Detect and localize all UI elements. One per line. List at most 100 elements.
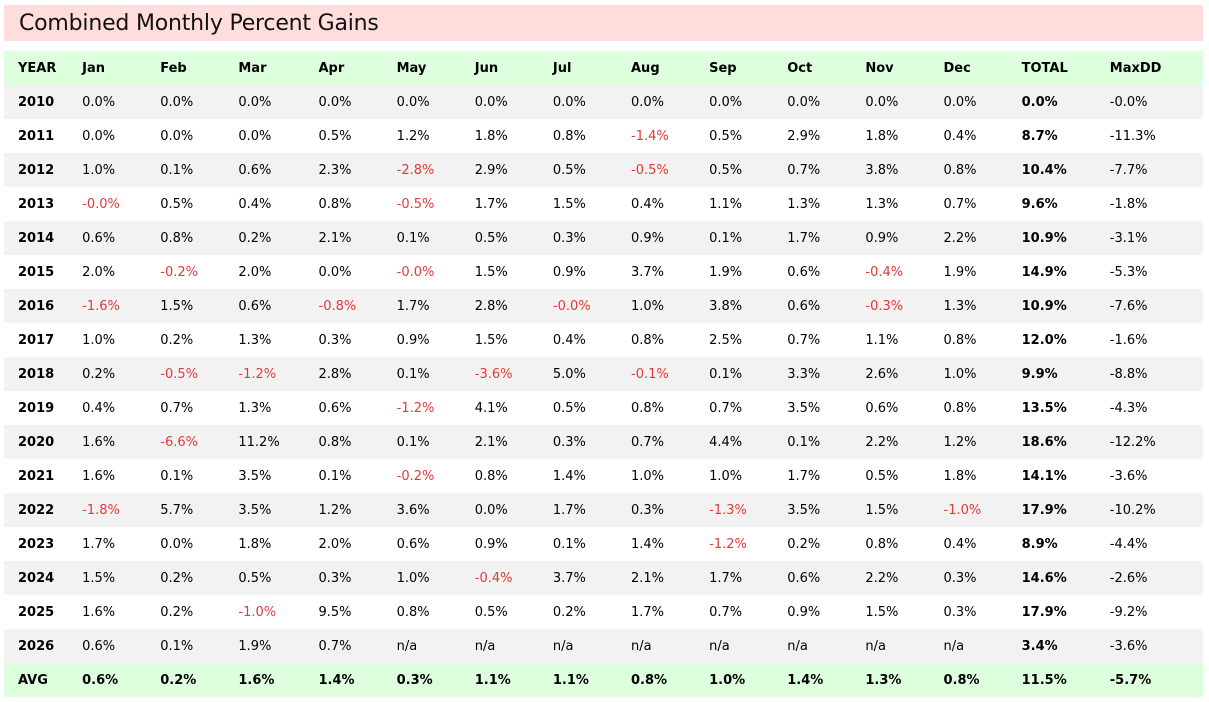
month-cell-jul: 0.5% [552,153,631,187]
month-cell-may: 0.1% [396,425,475,459]
column-header-jul: Jul [552,51,631,85]
monthly-gains-table: YEAR Jan Feb Mar Apr May Jun Jul Aug Sep Oct Nov Dec… [4,51,1203,697]
month-cell-oct: n/a [787,629,866,663]
month-cell-aug: 0.8% [631,323,710,357]
maxdd-cell: -7.7% [1109,153,1203,187]
month-cell-dec: 0.7% [943,187,1022,221]
maxdd-cell: -4.4% [1109,527,1203,561]
month-cell-dec: 0.8% [943,323,1022,357]
month-cell-oct: 0.6% [787,255,866,289]
month-cell-mar: -1.2% [238,357,319,391]
month-cell-feb: 0.8% [160,221,239,255]
month-cell-aug: 0.4% [631,187,710,221]
row-label-cell: 2022 [4,493,83,527]
month-cell-oct: 0.7% [787,153,866,187]
month-cell-jan: -1.6% [82,289,161,323]
month-cell-mar: 2.0% [238,255,319,289]
month-cell-may: 0.9% [396,323,475,357]
table-row-2011: 2011 0.0% 0.0% 0.0% 0.5% 1.2% 1.8% 0.8% -1.4% 0.5… [4,119,1203,153]
month-cell-jan: 0.6% [82,221,161,255]
month-cell-oct: 0.7% [787,323,866,357]
month-cell-apr: 0.0% [318,85,397,119]
month-cell-oct: 1.7% [787,459,866,493]
month-cell-aug: 2.1% [631,561,710,595]
column-header-oct: Oct [787,51,866,85]
month-cell-apr: 0.0% [318,255,397,289]
total-cell: 11.5% [1021,663,1110,697]
month-cell-may: -2.8% [396,153,475,187]
table-row-2012: 2012 1.0% 0.1% 0.6% 2.3% -2.8% 2.9% 0.5% -0.5% 0.… [4,153,1203,187]
column-header-mar: Mar [238,51,319,85]
month-cell-aug: 0.0% [631,85,710,119]
month-cell-dec: 0.4% [943,527,1022,561]
maxdd-cell: -3.6% [1109,459,1203,493]
total-cell: 13.5% [1021,391,1110,425]
month-cell-jan: 0.4% [82,391,161,425]
month-cell-mar: 1.8% [238,527,319,561]
month-cell-jun: 0.8% [474,459,553,493]
maxdd-cell: -1.8% [1109,187,1203,221]
month-cell-apr: 1.4% [318,663,397,697]
month-cell-apr: 0.8% [318,187,397,221]
month-cell-mar: 1.9% [238,629,319,663]
month-cell-dec: 0.4% [943,119,1022,153]
month-cell-oct: 2.9% [787,119,866,153]
total-cell: 17.9% [1021,493,1110,527]
total-cell: 14.6% [1021,561,1110,595]
month-cell-nov: 0.9% [865,221,944,255]
table-row-2017: 2017 1.0% 0.2% 1.3% 0.3% 0.9% 1.5% 0.4% 0.8% 2.5%… [4,323,1203,357]
month-cell-mar: 1.6% [238,663,319,697]
month-cell-sep: 3.8% [709,289,788,323]
month-cell-may: -0.2% [396,459,475,493]
table-row-2013: 2013 -0.0% 0.5% 0.4% 0.8% -0.5% 1.7% 1.5% 0.4% 1.… [4,187,1203,221]
table-header-row: YEAR Jan Feb Mar Apr May Jun Jul Aug Sep Oct Nov Dec… [4,51,1203,85]
month-cell-nov: 2.2% [865,425,944,459]
month-cell-feb: 0.0% [160,119,239,153]
month-cell-sep: 0.1% [709,221,788,255]
month-cell-mar: 0.2% [238,221,319,255]
table-row-2023: 2023 1.7% 0.0% 1.8% 2.0% 0.6% 0.9% 0.1% 1.4% -1.2… [4,527,1203,561]
month-cell-apr: 0.5% [318,119,397,153]
row-label-cell: 2025 [4,595,83,629]
month-cell-oct: 0.1% [787,425,866,459]
month-cell-nov: 0.5% [865,459,944,493]
month-cell-may: -0.0% [396,255,475,289]
total-cell: 12.0% [1021,323,1110,357]
month-cell-sep: -1.3% [709,493,788,527]
month-cell-aug: -0.5% [631,153,710,187]
month-cell-jul: 1.5% [552,187,631,221]
month-cell-feb: 0.0% [160,85,239,119]
month-cell-mar: 0.5% [238,561,319,595]
total-cell: 17.9% [1021,595,1110,629]
row-label-cell: 2011 [4,119,83,153]
table-row-2014: 2014 0.6% 0.8% 0.2% 2.1% 0.1% 0.5% 0.3% 0.9% 0.1%… [4,221,1203,255]
month-cell-jun: 1.8% [474,119,553,153]
total-cell: 10.9% [1021,289,1110,323]
month-cell-nov: 1.3% [865,187,944,221]
month-cell-jun: 1.1% [474,663,553,697]
month-cell-jun: 0.9% [474,527,553,561]
month-cell-feb: 0.2% [160,595,239,629]
month-cell-nov: 3.8% [865,153,944,187]
month-cell-dec: -1.0% [943,493,1022,527]
month-cell-mar: 0.0% [238,119,319,153]
month-cell-jul: 1.4% [552,459,631,493]
month-cell-oct: 1.3% [787,187,866,221]
table-row-2015: 2015 2.0% -0.2% 2.0% 0.0% -0.0% 1.5% 0.9% 3.7% 1.… [4,255,1203,289]
month-cell-nov: 2.2% [865,561,944,595]
month-cell-nov: 2.6% [865,357,944,391]
maxdd-cell: -5.3% [1109,255,1203,289]
month-cell-sep: 1.0% [709,459,788,493]
month-cell-jun: -0.4% [474,561,553,595]
month-cell-aug: 3.7% [631,255,710,289]
average-row: AVG 0.6% 0.2% 1.6% 1.4% 0.3% 1.1% 1.1% 0.8% 1.0% 1… [4,663,1203,697]
month-cell-jul: 0.3% [552,221,631,255]
total-cell: 9.6% [1021,187,1110,221]
month-cell-oct: 0.0% [787,85,866,119]
month-cell-aug: 0.8% [631,391,710,425]
month-cell-apr: 0.3% [318,561,397,595]
month-cell-mar: 3.5% [238,459,319,493]
month-cell-may: 1.0% [396,561,475,595]
month-cell-jun: 1.5% [474,255,553,289]
month-cell-aug: 1.0% [631,459,710,493]
